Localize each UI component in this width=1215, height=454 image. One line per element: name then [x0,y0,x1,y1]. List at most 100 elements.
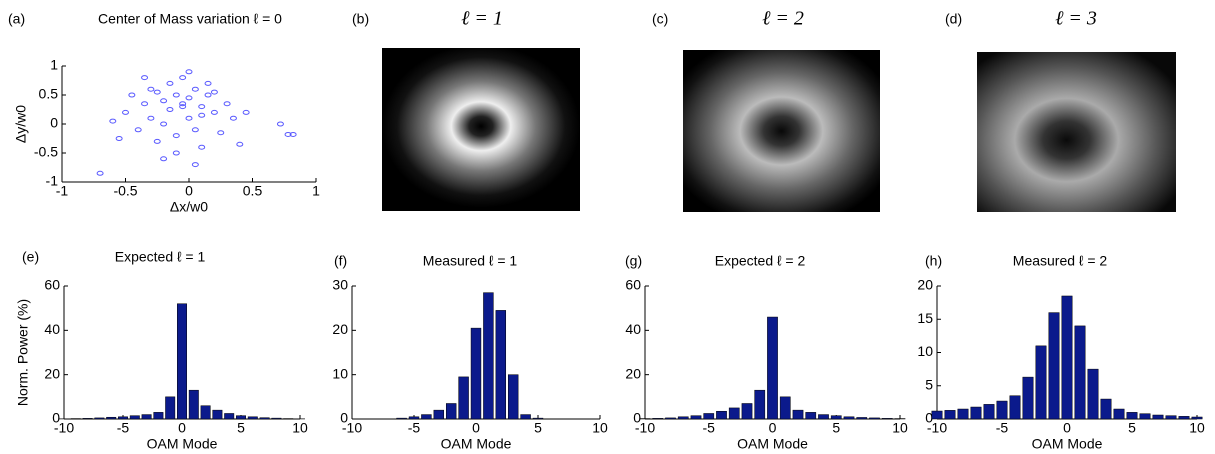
scatter-point [128,92,136,98]
bar [82,418,93,420]
y-tick-label: 5 [925,376,933,392]
y-tick-label: -1 [46,173,59,189]
y-tick-label: 0 [52,410,60,426]
x-axis-label: Δx/w0 [170,199,208,215]
y-tick-label: 40 [44,321,60,337]
x-tick-label: -10 [342,420,362,436]
scatter-point [198,104,206,110]
scatter-point [134,127,142,133]
bar [1178,416,1190,420]
beam-image [977,52,1176,212]
y-axis-label: Norm. Power (%) [15,299,31,406]
panel-label: (e) [22,249,39,265]
scatter-point [122,109,129,115]
image-panel: (d) ℓ = 3 [945,8,1176,212]
bar [881,418,893,420]
bar [1074,325,1086,420]
bar [224,413,235,420]
bar [767,316,778,420]
scatter-point [141,101,149,107]
y-tick-label: 30 [332,277,348,293]
beam-image [683,50,880,212]
chart-panel: (e) Expected ℓ = 1 0 20 40 60 -10 -5 0 5 10 OAM Mod… [15,249,308,452]
bar [677,416,689,420]
x-axis-label: OAM Mode [441,436,512,452]
bar [94,417,105,420]
x-tick-label: -10 [54,420,74,436]
bar [944,410,956,420]
scatter-point [160,156,168,162]
bar [1100,398,1112,420]
bar [507,374,519,420]
scatter-point [210,89,218,95]
y-tick-label: 15 [917,310,933,326]
scatter-point [236,141,244,147]
bar [1126,412,1138,420]
scatter-point [153,89,161,95]
bar [396,417,407,420]
y-tick-label: 0 [50,115,58,131]
x-tick-label: 0 [769,420,777,436]
x-tick-label: 1 [312,183,320,199]
bar [1152,414,1164,420]
y-tick-label: 10 [917,343,933,359]
chart-title: Expected ℓ = 1 [115,249,206,265]
bar [445,403,457,420]
scatter-point [191,162,199,168]
y-tick-label: 0 [925,410,933,426]
x-tick-label: -5 [996,420,1009,436]
scatter-point [166,107,174,112]
bar [1087,368,1099,420]
bar [1113,408,1125,420]
scatter-point [147,86,155,92]
bar [690,415,702,420]
image-title: ℓ = 2 [762,8,804,30]
y-tick-label: 20 [44,365,60,381]
y-tick-label: 20 [625,365,641,381]
bar [931,410,943,420]
y-tick-label: 10 [332,365,348,381]
scatter-point [160,121,168,127]
bar [818,414,829,420]
x-tick-label: 5 [534,420,542,436]
bar [983,404,995,420]
bar [129,415,140,420]
scatter-point [109,118,117,124]
bar [247,416,258,420]
scatter-point [229,115,237,121]
scatter-point [141,75,149,81]
scatter-point [289,131,297,137]
bar [741,403,753,420]
scatter-point [284,131,292,137]
scatter-point [153,138,161,144]
bar [1191,416,1203,420]
bar [1009,395,1021,420]
x-axis-label: OAM Mode [147,436,218,452]
y-tick-label: 0.5 [39,86,59,102]
chart-panel: (f) Measured ℓ = 1 0 10 20 30 -10 -5 0 5 10 OAM Mod… [332,253,608,452]
x-tick-label: 0.5 [243,183,263,199]
y-tick-label: 60 [625,277,641,293]
scatter-point [276,121,284,127]
y-tick-label: 20 [917,277,933,293]
bar [188,389,199,420]
bar [153,412,164,420]
y-tick-label: 60 [44,277,60,293]
bar [470,327,482,420]
scatter-point [160,98,168,104]
x-tick-label: -0.5 [113,183,137,199]
panel-label: (h) [925,253,942,269]
panel-label: (b) [352,11,369,27]
x-tick-label: -10 [635,420,655,436]
x-tick-label: -5 [703,420,716,436]
x-axis-label: OAM Mode [1032,436,1103,452]
bar [1139,413,1151,420]
scatter-point [96,170,104,176]
scatter-point [185,115,193,121]
scatter-point [185,69,193,75]
image-title: ℓ = 3 [1055,8,1097,30]
scatter-point [242,109,250,115]
scatter-point [217,130,225,136]
x-tick-label: 5 [832,420,840,436]
panel-label: (a) [8,11,25,27]
